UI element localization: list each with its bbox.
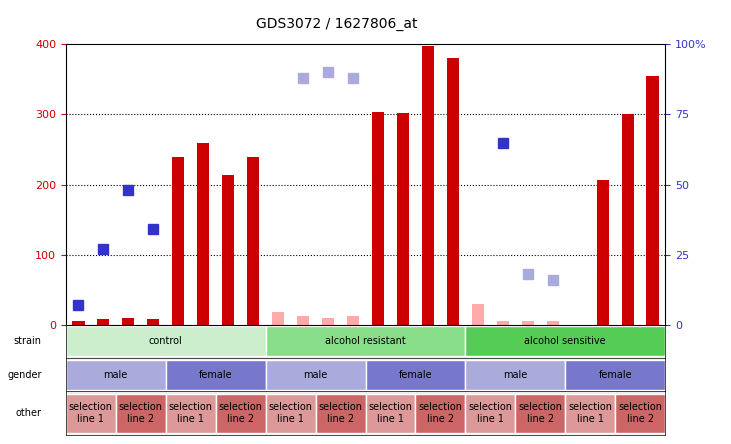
Text: control: control: [149, 337, 183, 346]
Bar: [422, 46, 434, 325]
FancyBboxPatch shape: [265, 360, 366, 390]
Text: selection
line 2: selection line 2: [518, 402, 562, 424]
Bar: [222, 175, 235, 325]
Bar: [646, 76, 659, 325]
Y-axis label: strain: strain: [14, 337, 42, 346]
FancyBboxPatch shape: [366, 393, 415, 433]
Bar: [496, 321, 509, 325]
FancyBboxPatch shape: [66, 360, 166, 390]
Bar: [621, 115, 634, 325]
Bar: [172, 157, 184, 325]
FancyBboxPatch shape: [66, 393, 115, 433]
Text: male: male: [503, 370, 528, 380]
Text: female: female: [398, 370, 432, 380]
Bar: [322, 318, 334, 325]
Text: selection
line 1: selection line 1: [368, 402, 412, 424]
Bar: [372, 112, 385, 325]
Bar: [247, 157, 260, 325]
Bar: [122, 318, 135, 325]
Y-axis label: other: other: [16, 408, 42, 418]
FancyBboxPatch shape: [115, 393, 166, 433]
FancyBboxPatch shape: [265, 326, 466, 357]
Bar: [447, 59, 459, 325]
Text: selection
line 2: selection line 2: [219, 402, 262, 424]
FancyBboxPatch shape: [216, 393, 265, 433]
Bar: [596, 180, 609, 325]
Text: selection
line 2: selection line 2: [618, 402, 662, 424]
Bar: [547, 321, 559, 325]
Bar: [272, 312, 284, 325]
Text: selection
line 1: selection line 1: [568, 402, 613, 424]
FancyBboxPatch shape: [166, 393, 216, 433]
FancyBboxPatch shape: [466, 360, 565, 390]
Bar: [97, 319, 110, 325]
FancyBboxPatch shape: [366, 360, 466, 390]
Text: alcohol resistant: alcohol resistant: [325, 337, 406, 346]
Text: selection
line 1: selection line 1: [69, 402, 113, 424]
Bar: [147, 319, 159, 325]
FancyBboxPatch shape: [565, 360, 665, 390]
Text: alcohol sensitive: alcohol sensitive: [525, 337, 606, 346]
Text: selection
line 2: selection line 2: [418, 402, 463, 424]
Text: selection
line 1: selection line 1: [469, 402, 512, 424]
FancyBboxPatch shape: [565, 393, 616, 433]
Bar: [397, 113, 409, 325]
Bar: [72, 321, 85, 325]
FancyBboxPatch shape: [466, 393, 515, 433]
FancyBboxPatch shape: [466, 326, 665, 357]
Text: selection
line 2: selection line 2: [319, 402, 363, 424]
Text: male: male: [104, 370, 128, 380]
Text: male: male: [303, 370, 327, 380]
Text: selection
line 2: selection line 2: [118, 402, 163, 424]
FancyBboxPatch shape: [265, 393, 316, 433]
FancyBboxPatch shape: [616, 393, 665, 433]
Text: selection
line 1: selection line 1: [169, 402, 213, 424]
FancyBboxPatch shape: [515, 393, 565, 433]
FancyBboxPatch shape: [66, 326, 265, 357]
Bar: [522, 321, 534, 325]
Text: selection
line 1: selection line 1: [268, 402, 313, 424]
FancyBboxPatch shape: [316, 393, 366, 433]
FancyBboxPatch shape: [415, 393, 466, 433]
Bar: [346, 316, 359, 325]
Bar: [197, 143, 209, 325]
Y-axis label: gender: gender: [7, 370, 42, 380]
Text: GDS3072 / 1627806_at: GDS3072 / 1627806_at: [256, 17, 417, 31]
FancyBboxPatch shape: [166, 360, 265, 390]
Text: female: female: [199, 370, 232, 380]
Bar: [471, 304, 484, 325]
Text: female: female: [599, 370, 632, 380]
Bar: [297, 316, 309, 325]
